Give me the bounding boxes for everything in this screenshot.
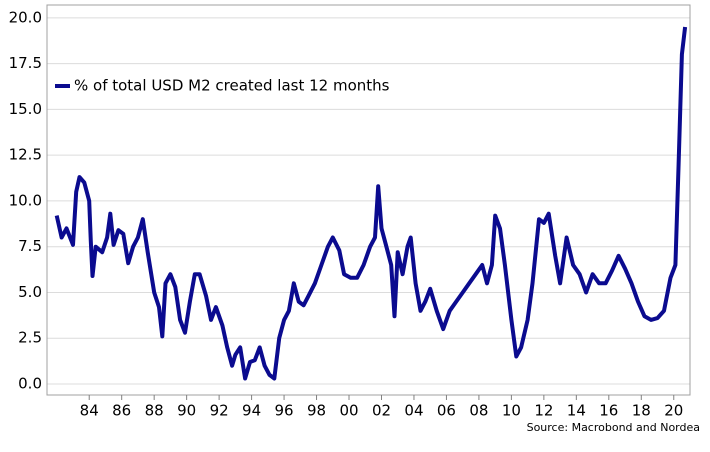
x-tick-label: 94 <box>242 402 261 420</box>
x-tick-label: 86 <box>112 402 131 420</box>
x-tick-label: 14 <box>567 402 586 420</box>
y-tick-label: 20.0 <box>9 8 42 26</box>
x-tick-label: 92 <box>210 402 229 420</box>
y-tick-label: 0.0 <box>18 375 42 393</box>
x-tick-label: 00 <box>339 402 358 420</box>
y-tick-label: 10.0 <box>9 191 42 209</box>
x-tick-label: 18 <box>632 402 651 420</box>
x-tick-label: 90 <box>177 402 196 420</box>
x-tick-label: 10 <box>502 402 521 420</box>
x-tick-label: 06 <box>437 402 456 420</box>
x-tick-label: 16 <box>599 402 618 420</box>
x-tick-label: 84 <box>80 402 99 420</box>
y-tick-label: 17.5 <box>9 54 42 72</box>
x-tick-label: 20 <box>664 402 683 420</box>
line <box>54 26 688 381</box>
plot-frame <box>46 4 691 396</box>
x-tick-label: 08 <box>469 402 488 420</box>
source: Source: Macrobond and Nordea <box>527 421 700 434</box>
x-tick-label: 88 <box>145 402 164 420</box>
x-tick-label: 98 <box>307 402 326 420</box>
y-tick-label: 5.0 <box>18 283 42 301</box>
x-tick-label: 12 <box>534 402 553 420</box>
y-tick-label: 2.5 <box>18 329 42 347</box>
y-tick-label: 15.0 <box>9 100 42 118</box>
y-tick-label: 12.5 <box>9 146 42 164</box>
x-tick-label: 04 <box>404 402 423 420</box>
x-tick-label: 02 <box>372 402 391 420</box>
x-tick-label: 96 <box>275 402 294 420</box>
legend-label: % of total USD M2 created last 12 months <box>74 77 390 95</box>
y-tick-label: 7.5 <box>18 237 42 255</box>
